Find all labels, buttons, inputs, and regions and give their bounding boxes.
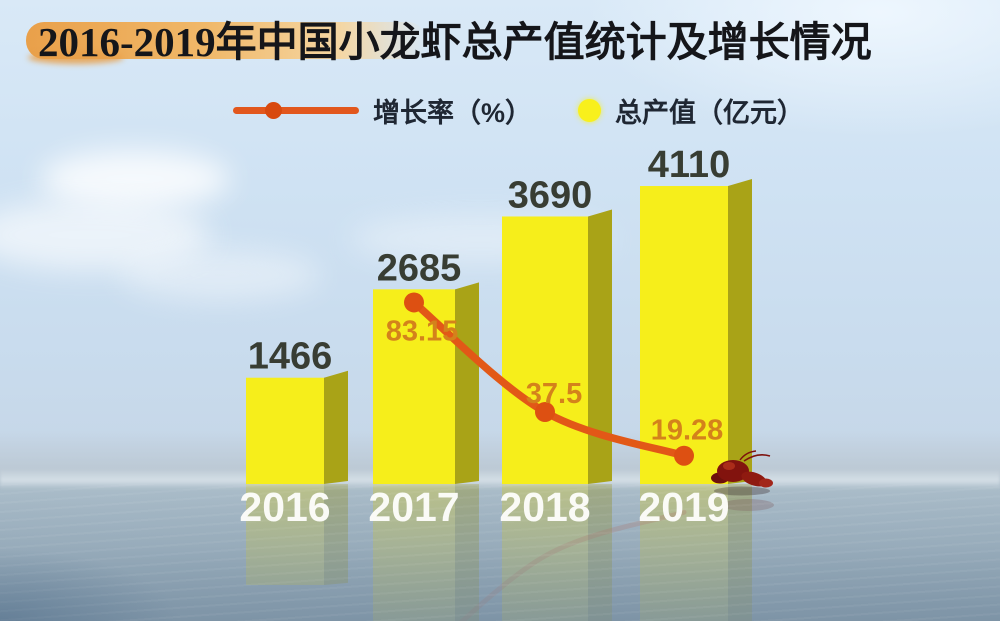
legend: 增长率（%） 总产值（亿元） [233,91,804,130]
growth-line-icon [233,102,359,119]
bar-2017 [373,289,455,484]
growth-value-label: 19.28 [651,415,724,447]
year-label: 2019 [638,484,729,530]
cloud-decoration [40,150,230,208]
chart-title: 2016-2019年中国小龙虾总产值统计及增长情况 [38,19,872,65]
bar-side-face-2019 [728,179,752,484]
growth-value-label: 37.5 [526,378,582,410]
output-value-dot-icon [578,99,602,122]
year-label: 2016 [239,484,330,530]
bar-value-label: 1466 [248,336,333,378]
water-veil [0,484,1000,621]
legend-growth-label: 增长率（%） [373,98,533,128]
bar-2016 [246,377,324,484]
growth-point [674,445,694,466]
cloud-decoration [120,250,320,300]
bar-side-face-2017 [455,282,479,484]
bar-2019 [640,186,728,484]
bar-value-label: 2685 [377,247,462,289]
growth-point [404,292,424,313]
year-label: 2018 [499,484,590,530]
bar-side-face-2018 [588,209,612,484]
growth-value-label: 83.15 [386,315,459,347]
legend-output-label: 总产值（亿元） [615,98,805,128]
cloud-decoration [0,200,210,270]
bar-value-label: 3690 [508,174,593,216]
bar-value-label: 4110 [648,144,730,186]
year-label: 2017 [368,484,459,530]
growth-point [535,402,555,422]
title-highlight-band [26,22,426,59]
bar-2018 [502,216,588,484]
crayfish-icon [711,450,773,496]
bar-side-face-2016 [324,370,348,484]
